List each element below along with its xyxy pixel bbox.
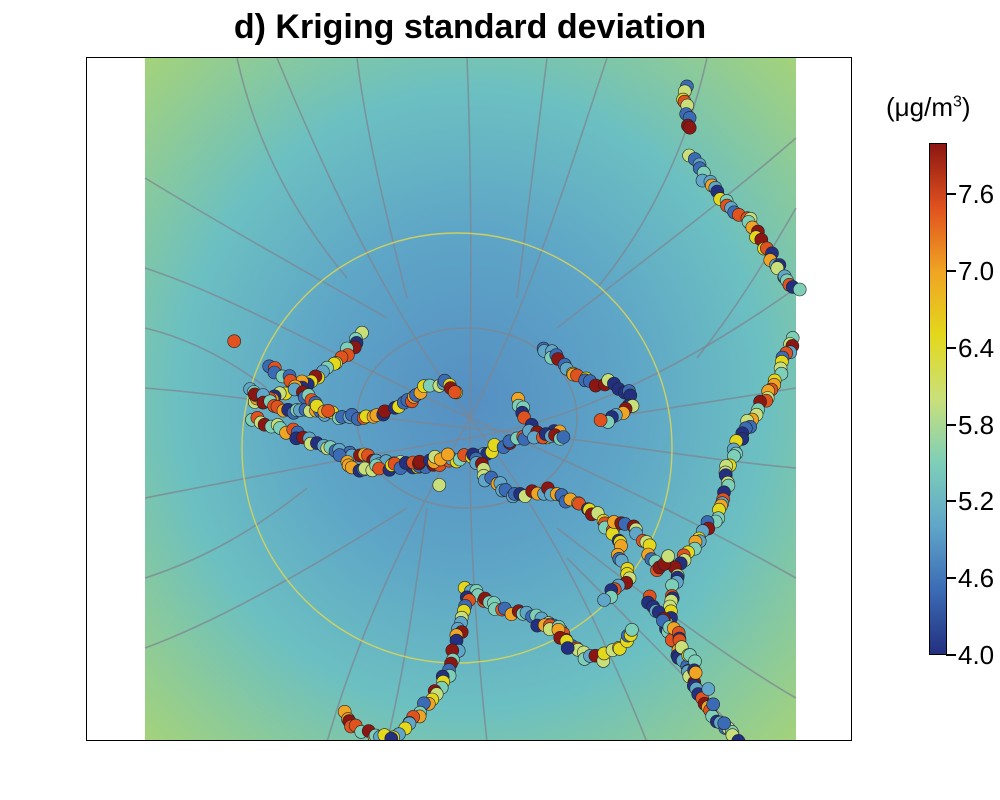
road bbox=[236, 58, 348, 279]
measurement-point bbox=[597, 593, 611, 607]
colorbar-tick-label: 4.6 bbox=[958, 563, 995, 594]
measurement-point bbox=[706, 697, 721, 712]
measurement-point bbox=[384, 731, 399, 740]
measurement-point bbox=[556, 430, 571, 444]
unit-superscript: 3 bbox=[952, 93, 962, 111]
measurement-point bbox=[440, 447, 455, 462]
colorbar bbox=[929, 143, 947, 655]
colorbar-tick-label: 6.4 bbox=[958, 332, 995, 363]
unit-suffix: ) bbox=[961, 92, 971, 122]
road bbox=[466, 58, 488, 740]
colorbar-tick-label: 7.6 bbox=[958, 179, 995, 210]
measurement-point bbox=[792, 282, 807, 297]
measurement-point bbox=[661, 549, 676, 564]
road bbox=[144, 487, 308, 579]
road bbox=[386, 507, 428, 740]
road bbox=[556, 527, 797, 699]
road bbox=[144, 177, 388, 319]
road bbox=[144, 507, 408, 649]
colorbar-tick-label: 5.2 bbox=[958, 486, 995, 517]
map-canvas bbox=[144, 58, 807, 740]
measurement-point bbox=[447, 385, 462, 399]
colorbar-tick bbox=[946, 654, 956, 656]
colorbar-tick bbox=[946, 423, 956, 426]
measurement-point bbox=[321, 403, 335, 418]
road bbox=[556, 137, 797, 329]
colorbar-tick-label: 5.8 bbox=[958, 409, 995, 440]
colorbar-tick bbox=[946, 500, 956, 503]
unit-prefix: (μg/m bbox=[886, 92, 953, 122]
measurement-point bbox=[682, 120, 697, 135]
colorbar-unit-label: (μg/m3) bbox=[886, 92, 971, 123]
colorbar-tick bbox=[946, 193, 956, 196]
road bbox=[356, 58, 408, 299]
map-frame bbox=[86, 57, 852, 741]
measurement-point bbox=[560, 641, 575, 655]
colorbar-tick bbox=[946, 346, 956, 349]
measurement-point bbox=[625, 622, 639, 637]
road bbox=[596, 58, 708, 289]
colorbar-tick-label: 7.0 bbox=[958, 256, 995, 286]
chart-title: d) Kriging standard deviation bbox=[233, 8, 707, 46]
measurement-points bbox=[227, 79, 807, 740]
colorbar-tick bbox=[946, 577, 956, 580]
measurement-point bbox=[701, 682, 716, 696]
measurement-point bbox=[432, 478, 447, 492]
measurement-point bbox=[717, 716, 732, 731]
measurement-point bbox=[688, 665, 703, 680]
colorbar-tick bbox=[946, 270, 956, 272]
road bbox=[696, 207, 797, 359]
colorbar-tick-label: 4.0 bbox=[958, 640, 995, 670]
measurement-point bbox=[731, 734, 746, 740]
measurement-point bbox=[593, 413, 608, 427]
measurement-point bbox=[227, 334, 241, 349]
road bbox=[516, 58, 548, 299]
